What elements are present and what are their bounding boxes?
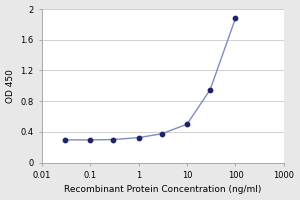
Point xyxy=(184,123,189,126)
Point xyxy=(111,138,116,141)
Point xyxy=(159,132,164,135)
X-axis label: Recombinant Protein Concentration (ng/ml): Recombinant Protein Concentration (ng/ml… xyxy=(64,185,262,194)
Point xyxy=(208,88,213,91)
Point xyxy=(233,17,238,20)
Point xyxy=(62,138,67,142)
Point xyxy=(136,136,141,139)
Point xyxy=(88,138,92,142)
Y-axis label: OD 450: OD 450 xyxy=(6,69,15,103)
